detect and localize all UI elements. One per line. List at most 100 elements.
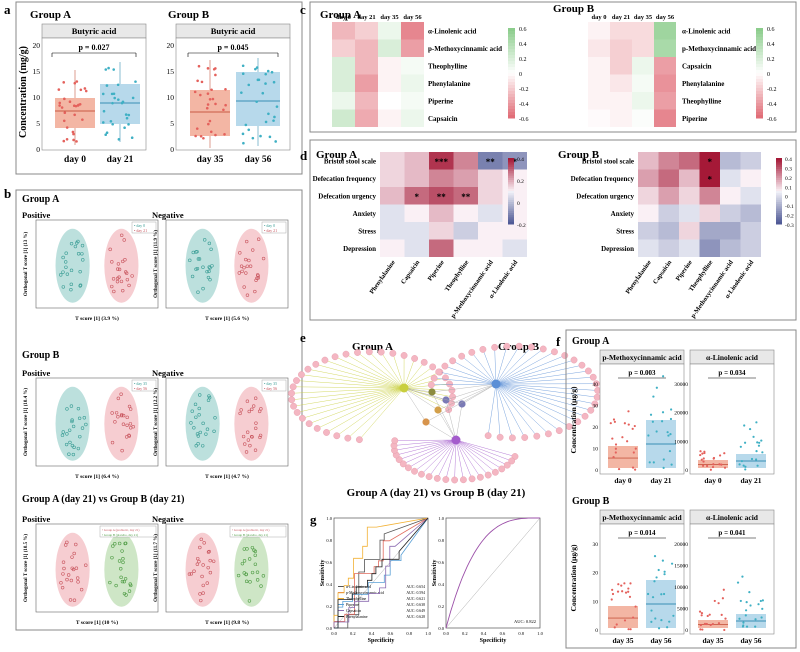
metabolite-node [449,393,456,401]
data-point [130,136,134,140]
heatmap-cell [380,152,405,170]
score-point [206,275,211,280]
y-tick: 10000 [674,585,688,591]
colorbar-segment [508,158,514,161]
data-point [242,141,245,145]
heatmap-row-label: Capsaicin [682,62,712,70]
score-point [209,247,213,251]
heatmap-row-label: Defecation urgency [576,192,634,200]
x-tick: 0.2 [350,631,356,636]
data-point [223,132,226,136]
network-edge [403,377,446,389]
y-tick: 10 [593,447,599,453]
network-edge [487,383,497,436]
colorbar-segment [776,162,782,166]
heatmap-cell [740,169,761,187]
x-axis-label: Specificity [368,638,395,644]
heatmap-col-label: Phenylalanine [369,259,397,295]
colorbar-segment [508,37,515,41]
data-point [272,80,276,84]
data-point [224,87,227,91]
colorbar-segment [508,160,514,163]
score-point [253,448,258,452]
colorbar-segment [508,164,514,168]
colorbar-segment [508,221,514,225]
metabolite-node [321,356,329,364]
score-point [241,434,246,439]
score-point [261,256,266,261]
data-point [214,73,217,77]
score-point [71,452,76,457]
colorbar-segment [508,215,514,218]
score-point [243,442,247,446]
score-point [195,432,200,436]
score-point [207,265,211,269]
data-point [251,136,255,140]
legend-entry: • Group B (placebo, day 21) [102,533,138,538]
score-point [189,421,193,425]
roc-curve [333,517,429,628]
metabolite-node [591,400,599,408]
metabolite-node [411,467,418,475]
score-point [245,399,250,403]
network-edge [438,371,497,385]
data-point [748,591,751,594]
data-point [660,618,663,622]
data-point [712,463,715,466]
heatmap-cell [478,222,503,240]
network-edge [495,383,578,422]
metabolite-node [342,350,350,358]
legend-entry: • Group A (probiotic, day 21) [102,528,139,533]
heatmap-cell [332,109,355,127]
score-point [117,541,122,546]
heatmap-cell [380,169,405,187]
score-point [70,555,74,559]
data-point [195,127,199,130]
data-point [111,101,114,105]
data-point [655,576,658,579]
data-point [124,113,128,116]
data-point [703,622,707,625]
shared-node [442,396,450,404]
heatmap-cell [332,57,355,75]
colorbar-segment [508,49,515,53]
data-point [127,113,131,117]
heatmap-row-label: Bristol stool scale [324,157,376,165]
network-edge [414,439,457,472]
score-point [201,583,205,588]
score-point [199,537,203,542]
score-point [239,264,244,268]
score-point [198,592,202,596]
panel-a-groupB-strip: Butyric acid [211,26,256,36]
score-point [244,572,248,577]
colorbar-segment [508,193,514,196]
network-edge [495,351,555,385]
data-point [628,595,632,598]
legend-auc: AUC: 0.649 [406,609,425,613]
x-tick: 1.0 [425,631,431,636]
data-point [75,80,79,83]
panel-d-heatmaps: Bristol stool scale *** ** *Defecation freq… [313,152,794,320]
y-tick: 0.2 [438,604,444,609]
score-point [127,589,132,593]
network-edge [495,383,595,405]
colorbar-segment [776,197,782,201]
legend-entry: • day 0 [134,223,145,228]
network-edge [293,386,405,389]
data-point [711,622,714,626]
y-tick: 0 [595,628,598,634]
y-axis-label: Orthogonal T score [1] (13 %) [24,232,29,297]
score-point [120,549,124,553]
data-point [650,620,653,623]
score-point [204,432,208,436]
score-point [258,433,263,438]
score-point [125,415,129,420]
panel-a-groupB-title: Group B [168,9,210,21]
metabolite-node [312,360,320,368]
score-point [192,426,196,430]
combined-auc-label: AUC: 0.822 [514,619,536,624]
score-point [80,426,85,430]
score-point [242,265,246,270]
score-point [238,411,242,416]
network-edge [293,387,405,407]
